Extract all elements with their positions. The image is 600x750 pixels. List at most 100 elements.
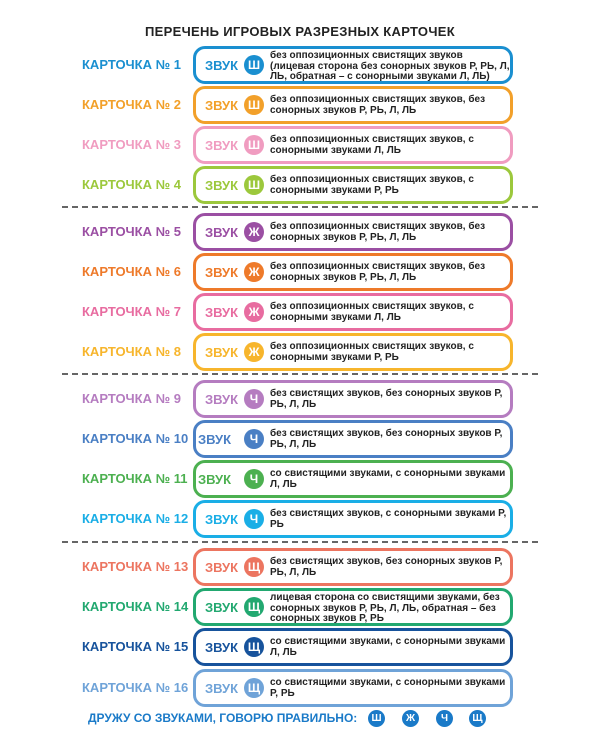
card-row: КАРТОЧКА № 12 ЗВУК Ч без свистящих звуко…	[0, 500, 600, 538]
card-row: КАРТОЧКА № 7 ЗВУК Ж без оппозиционных св…	[0, 293, 600, 331]
sound-word: ЗВУК	[205, 345, 239, 360]
sound-letter-badge: Ж	[244, 342, 264, 362]
card-description: без оппозиционных свистящих звуков (лице…	[270, 50, 510, 82]
card-description-box: ЗВУК Щ без свистящих звуков, без сонорны…	[193, 548, 513, 586]
card-label: КАРТОЧКА № 16	[82, 680, 189, 695]
sound-letter-badge: Ч	[244, 469, 264, 489]
card-description: без оппозиционных свистящих звуков, без …	[270, 221, 486, 243]
sound-word: ЗВУК	[205, 512, 239, 527]
footer-letter-badge: Ш	[368, 710, 385, 727]
card-row: КАРТОЧКА № 5 ЗВУК Ж без оппозиционных св…	[0, 213, 600, 251]
card-row: КАРТОЧКА № 10 ЗВУК Ч без свистящих звуко…	[0, 420, 600, 458]
card-row: КАРТОЧКА № 13 ЗВУК Щ без свистящих звуко…	[0, 548, 600, 586]
sound-word: ЗВУК	[205, 58, 239, 73]
sound-word: ЗВУК	[198, 432, 232, 447]
card-description: без оппозиционных свистящих звуков, с со…	[270, 134, 474, 156]
card-description-box: ЗВУК Ч со свистящими звуками, с сонорным…	[193, 460, 513, 498]
card-description-box: ЗВУК Ш без оппозиционных свистящих звуко…	[193, 86, 513, 124]
card-label: КАРТОЧКА № 1	[82, 57, 181, 72]
sound-word: ЗВУК	[205, 640, 239, 655]
card-label: КАРТОЧКА № 9	[82, 391, 181, 406]
card-description: со свистящими звуками, с сонорными звука…	[270, 636, 506, 658]
card-description-box: ЗВУК Щ со свистящими звуками, с сонорным…	[193, 628, 513, 666]
sound-word: ЗВУК	[205, 392, 239, 407]
card-row: КАРТОЧКА № 4 ЗВУК Ш без оппозиционных св…	[0, 166, 600, 204]
card-label: КАРТОЧКА № 11	[82, 471, 188, 486]
group-divider	[62, 373, 538, 375]
card-description-box: ЗВУК Ч без свистящих звуков, без сонорны…	[193, 380, 513, 418]
sound-word: ЗВУК	[205, 681, 239, 696]
card-description-box: ЗВУК Ч без свистящих звуков, без сонорны…	[193, 420, 513, 458]
sound-letter-badge: Ч	[244, 389, 264, 409]
card-description: без свистящих звуков, без сонорных звуко…	[270, 428, 503, 450]
card-label: КАРТОЧКА № 13	[82, 559, 189, 574]
card-label: КАРТОЧКА № 3	[82, 137, 181, 152]
card-row: КАРТОЧКА № 3 ЗВУК Ш без оппозиционных св…	[0, 126, 600, 164]
card-description: со свистящими звуками, с сонорными звука…	[270, 468, 506, 490]
card-description: без свистящих звуков, без сонорных звуко…	[270, 388, 503, 410]
sound-letter-badge: Щ	[244, 557, 264, 577]
card-description-box: ЗВУК Ж без оппозиционных свистящих звуко…	[193, 333, 513, 371]
sound-letter-badge: Ж	[244, 302, 264, 322]
card-row: КАРТОЧКА № 2 ЗВУК Ш без оппозиционных св…	[0, 86, 600, 124]
card-description: без оппозиционных свистящих звуков, без …	[270, 94, 486, 116]
sound-letter-badge: Ч	[244, 429, 264, 449]
sound-word: ЗВУК	[198, 472, 232, 487]
card-label: КАРТОЧКА № 14	[82, 599, 189, 614]
sound-word: ЗВУК	[205, 138, 239, 153]
card-description-box: ЗВУК Щ со свистящими звуками, с сонорным…	[193, 669, 513, 707]
card-description: лицевая сторона со свистящими звуками, б…	[270, 592, 500, 624]
sound-letter-badge: Ч	[244, 509, 264, 529]
card-description: без свистящих звуков, без сонорных звуко…	[270, 556, 503, 578]
card-description-box: ЗВУК Щ лицевая сторона со свистящими зву…	[193, 588, 513, 626]
sound-letter-badge: Щ	[244, 678, 264, 698]
card-description-box: ЗВУК Ш без оппозиционных свистящих звуко…	[193, 46, 513, 84]
footer-letter-badge: Ч	[436, 710, 453, 727]
sound-word: ЗВУК	[205, 98, 239, 113]
card-description: без оппозиционных свистящих звуков, с со…	[270, 301, 474, 323]
sound-letter-badge: Щ	[244, 637, 264, 657]
card-description: без оппозиционных свистящих звуков, без …	[270, 261, 486, 283]
card-label: КАРТОЧКА № 8	[82, 344, 181, 359]
card-description: без свистящих звуков, с сонорными звукам…	[270, 508, 507, 530]
card-label: КАРТОЧКА № 6	[82, 264, 181, 279]
sound-letter-badge: Ш	[244, 55, 264, 75]
card-description: со свистящими звуками, с сонорными звука…	[270, 677, 506, 699]
footer-letter-badge: Ж	[402, 710, 419, 727]
sound-letter-badge: Ж	[244, 222, 264, 242]
card-description: без оппозиционных свистящих звуков, с со…	[270, 341, 474, 363]
card-row: КАРТОЧКА № 1 ЗВУК Ш без оппозиционных св…	[0, 46, 600, 84]
sound-letter-badge: Ш	[244, 95, 264, 115]
card-label: КАРТОЧКА № 7	[82, 304, 181, 319]
footer-slogan: ДРУЖУ СО ЗВУКАМИ, ГОВОРЮ ПРАВИЛЬНО:	[88, 711, 358, 725]
card-label: КАРТОЧКА № 15	[82, 639, 189, 654]
card-row: КАРТОЧКА № 6 ЗВУК Ж без оппозиционных св…	[0, 253, 600, 291]
sound-word: ЗВУК	[205, 560, 239, 575]
group-divider	[62, 541, 538, 543]
card-label: КАРТОЧКА № 5	[82, 224, 181, 239]
card-label: КАРТОЧКА № 4	[82, 177, 181, 192]
sound-word: ЗВУК	[205, 178, 239, 193]
sound-word: ЗВУК	[205, 225, 239, 240]
card-description-box: ЗВУК Ж без оппозиционных свистящих звуко…	[193, 253, 513, 291]
card-description-box: ЗВУК Ж без оппозиционных свистящих звуко…	[193, 293, 513, 331]
card-description-box: ЗВУК Ш без оппозиционных свистящих звуко…	[193, 166, 513, 204]
card-row: КАРТОЧКА № 9 ЗВУК Ч без свистящих звуков…	[0, 380, 600, 418]
card-description: без оппозиционных свистящих звуков, с со…	[270, 174, 474, 196]
sound-word: ЗВУК	[205, 265, 239, 280]
card-description-box: ЗВУК Ш без оппозиционных свистящих звуко…	[193, 126, 513, 164]
sound-letter-badge: Ш	[244, 135, 264, 155]
card-description-box: ЗВУК Ж без оппозиционных свистящих звуко…	[193, 213, 513, 251]
sound-letter-badge: Щ	[244, 597, 264, 617]
card-row: КАРТОЧКА № 14 ЗВУК Щ лицевая сторона со …	[0, 588, 600, 626]
card-label: КАРТОЧКА № 2	[82, 97, 181, 112]
footer-letter-badge: Щ	[469, 710, 486, 727]
card-row: КАРТОЧКА № 11 ЗВУК Ч со свистящими звука…	[0, 460, 600, 498]
card-row: КАРТОЧКА № 8 ЗВУК Ж без оппозиционных св…	[0, 333, 600, 371]
card-label: КАРТОЧКА № 12	[82, 511, 189, 526]
card-label: КАРТОЧКА № 10	[82, 431, 189, 446]
card-description-box: ЗВУК Ч без свистящих звуков, с сонорными…	[193, 500, 513, 538]
card-row: КАРТОЧКА № 16 ЗВУК Щ со свистящими звука…	[0, 669, 600, 707]
sound-letter-badge: Ш	[244, 175, 264, 195]
